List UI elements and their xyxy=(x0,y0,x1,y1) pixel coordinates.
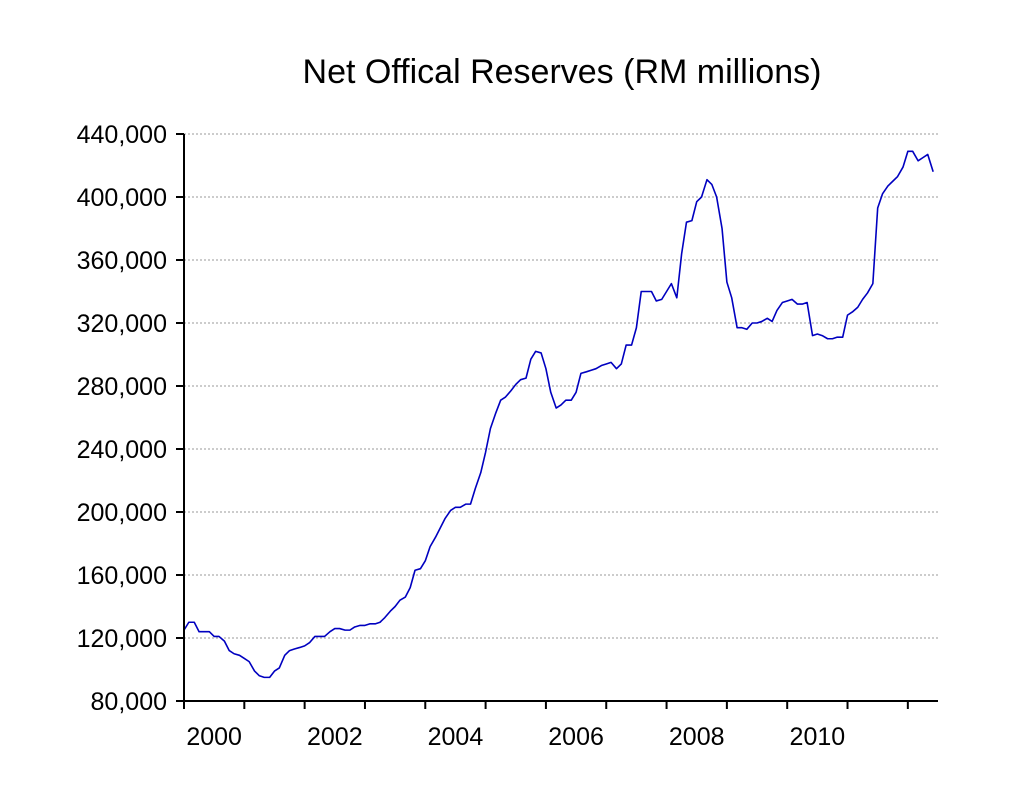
y-tick-label: 280,000 xyxy=(77,373,167,401)
y-tick-label: 400,000 xyxy=(77,184,167,212)
y-tick-label: 440,000 xyxy=(77,121,167,149)
y-tick-label: 360,000 xyxy=(77,247,167,275)
chart-title: Net Offical Reserves (RM millions) xyxy=(303,53,822,91)
x-tick-label: 2006 xyxy=(548,723,604,751)
y-tick-label: 80,000 xyxy=(91,688,167,716)
y-tick-label: 320,000 xyxy=(77,310,167,338)
series-line xyxy=(183,150,934,679)
gridlines xyxy=(184,133,938,639)
x-tick-label: 2008 xyxy=(669,723,725,751)
x-tick-label: 2004 xyxy=(428,723,484,751)
series-layer xyxy=(183,150,934,679)
x-tick-label: 2000 xyxy=(186,723,242,751)
y-tick-label: 160,000 xyxy=(77,562,167,590)
y-tick-label: 120,000 xyxy=(77,625,167,653)
y-tick-label: 240,000 xyxy=(77,436,167,464)
axes xyxy=(183,134,938,702)
x-tick-label: 2002 xyxy=(307,723,363,751)
y-tick-label: 200,000 xyxy=(77,499,167,527)
y-ticks: 80,000 120,000 160,000 200,000 240,000 280,00… xyxy=(77,121,184,716)
x-ticks: 2000 2002 2004 2006 2008 2010 xyxy=(183,701,909,751)
x-tick-label: 2010 xyxy=(790,723,846,751)
